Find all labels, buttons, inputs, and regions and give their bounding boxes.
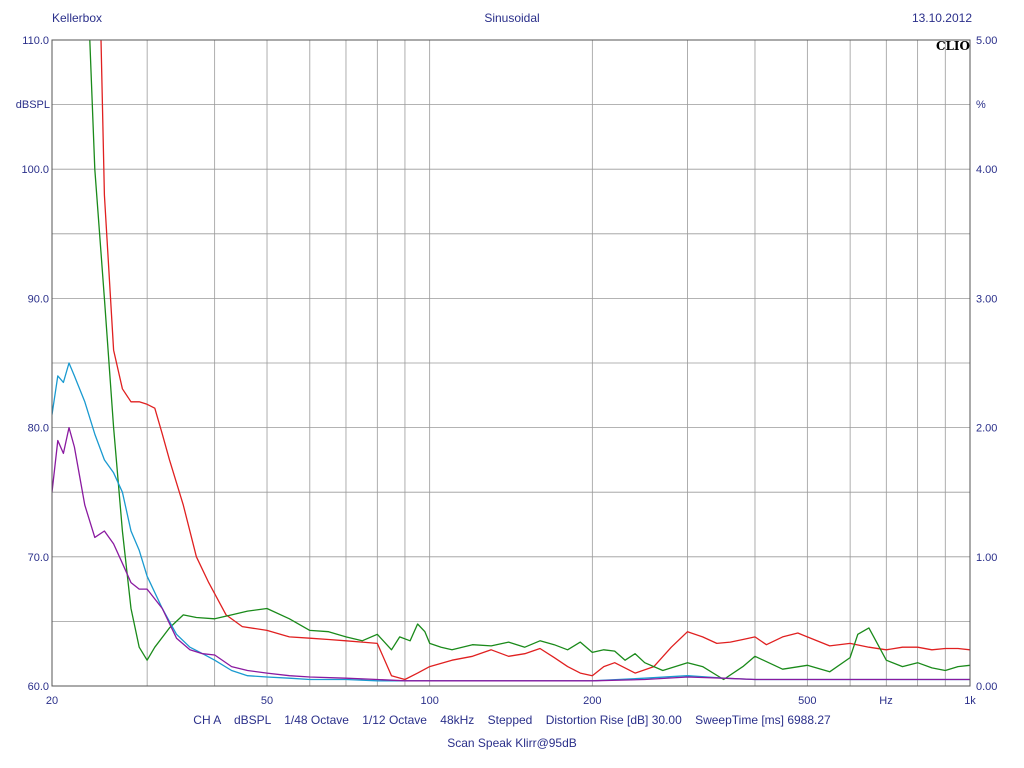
series-line xyxy=(52,362,970,682)
y2-tick-label: 2.00 xyxy=(976,423,997,435)
series-line xyxy=(89,40,970,681)
label-layer: 60.0 70.0 80.0 90.0 100.0 110.0 0.00 1.00 2.00 3.… xyxy=(21,35,997,707)
x-tick-label: 50 xyxy=(261,695,273,707)
clio-logo: CLIO xyxy=(936,39,970,53)
series-line xyxy=(100,40,970,681)
x-tick-label: 1k xyxy=(964,695,976,707)
y2-tick-label: 3.00 xyxy=(976,293,997,305)
y-tick-label: 110.0 xyxy=(22,35,49,47)
x-axis-label: Hz xyxy=(879,695,892,707)
x-tick-label: 100 xyxy=(420,695,438,707)
header-left-title: Kellerbox xyxy=(52,11,103,25)
x-tick-label: 500 xyxy=(798,695,816,707)
y-tick-label: 60.0 xyxy=(28,681,49,693)
grid-layer xyxy=(51,39,971,687)
y2-tick-label: 5.00 xyxy=(976,35,997,47)
y-axis-label: dBSPL xyxy=(16,99,50,111)
footer-settings: CH A dBSPL 1/48 Octave 1/12 Octave 48kHz… xyxy=(193,713,831,727)
x-tick-label: 20 xyxy=(46,695,58,707)
header-center-title: Sinusoidal xyxy=(484,11,540,25)
y-tick-label: 70.0 xyxy=(28,552,49,564)
y2-tick-label: 1.00 xyxy=(976,552,997,564)
y2-axis-label: % xyxy=(976,99,986,111)
plot-frame xyxy=(51,39,971,687)
x-tick-label: 200 xyxy=(583,695,601,707)
y2-tick-label: 0.00 xyxy=(976,681,997,693)
y2-tick-label: 4.00 xyxy=(976,164,997,176)
y-tick-label: 90.0 xyxy=(28,293,49,305)
y-tick-label: 100.0 xyxy=(21,164,49,176)
series-layer xyxy=(52,40,970,682)
header-date: 13.10.2012 xyxy=(911,11,972,25)
y-tick-label: 80.0 xyxy=(28,423,49,435)
footer-caption: Scan Speak Klirr@95dB xyxy=(447,736,577,750)
series-line xyxy=(52,426,970,682)
